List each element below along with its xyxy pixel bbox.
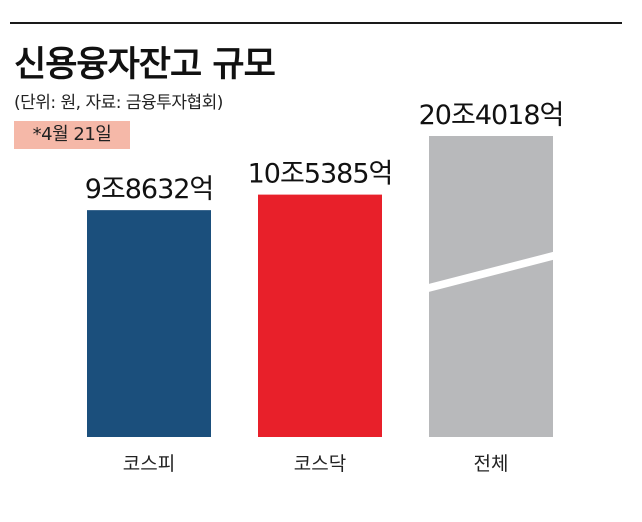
value-label-1: 9조8632억 — [85, 174, 214, 205]
category-label-2: 코스닥 — [294, 453, 346, 475]
top-rule — [10, 22, 622, 24]
category-label-3: 전체 — [474, 453, 509, 475]
value-label-2: 10조5385억 — [248, 159, 393, 190]
bar-1 — [87, 210, 211, 437]
category-label-1: 코스피 — [123, 453, 175, 475]
chart-title: 신용융자잔고 규모 — [14, 45, 276, 85]
bar-2 — [258, 194, 382, 437]
value-label-3: 20조4018억 — [419, 100, 564, 131]
axis-break-mark — [427, 251, 555, 293]
chart-subtitle: (단위: 원, 자료: 금융투자협회) — [14, 93, 223, 113]
date-badge: *4월 21일 — [14, 121, 130, 149]
